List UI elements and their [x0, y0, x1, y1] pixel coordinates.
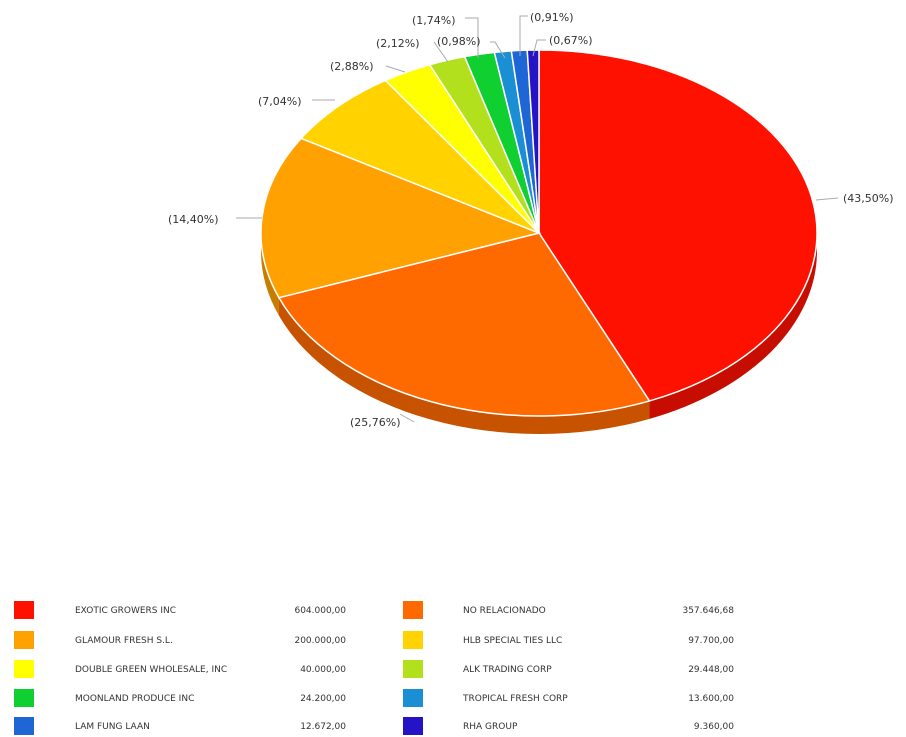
slice-percent-label: (0,67%)	[549, 34, 593, 47]
legend: EXOTIC GROWERS INC 604.000,00 NO RELACIONA…	[0, 596, 906, 736]
legend-label: DOUBLE GREEN WHOLESALE, INC	[75, 665, 228, 675]
legend-label: HLB SPECIAL TIES LLC	[463, 636, 563, 646]
legend-swatch	[14, 660, 34, 678]
legend-value: 357.646,68	[682, 606, 734, 616]
legend-label: ALK TRADING CORP	[463, 665, 552, 675]
leader-line	[532, 39, 546, 57]
legend-swatch	[403, 717, 423, 735]
slice-percent-label: (14,40%)	[168, 213, 219, 226]
pie-slice-side-0	[649, 233, 817, 419]
pie-slice[interactable]	[260, 137, 542, 299]
legend-label: LAM FUNG LAAN	[75, 722, 150, 732]
slice-percent-label: (1,74%)	[412, 14, 456, 27]
leader-line	[385, 65, 406, 73]
legend-value: 12.672,00	[300, 722, 346, 732]
leader-line	[399, 413, 415, 423]
legend-swatch	[403, 631, 423, 649]
legend-swatch	[403, 660, 423, 678]
leader-line	[433, 41, 449, 63]
legend-swatch	[14, 689, 34, 707]
legend-swatch	[14, 631, 34, 649]
leader-line	[465, 17, 479, 58]
legend-value: 9.360,00	[693, 722, 734, 732]
slice-percent-label: (0,91%)	[530, 11, 574, 24]
legend-swatch	[403, 601, 423, 619]
leader-line	[815, 197, 839, 201]
legend-value: 604.000,00	[294, 606, 346, 616]
pie-slice[interactable]	[526, 49, 540, 234]
legend-label: MOONLAND PRODUCE INC	[75, 694, 195, 704]
legend-label: NO RELACIONADO	[463, 606, 546, 616]
legend-label: GLAMOUR FRESH S.L.	[75, 636, 173, 646]
legend-swatch	[403, 689, 423, 707]
legend-value: 97.700,00	[688, 636, 734, 646]
legend-swatch	[14, 717, 34, 735]
slice-percent-label: (43,50%)	[843, 192, 894, 205]
legend-label: TROPICAL FRESH CORP	[463, 694, 568, 704]
pie-slice[interactable]	[277, 232, 651, 417]
leader-line	[490, 41, 506, 59]
pie-chart: (43,50%) (25,76%) (14,40%) (7,04%) (2,88%)(2…	[168, 11, 894, 434]
legend-label: EXOTIC GROWERS INC	[75, 606, 177, 616]
legend-label: RHA GROUP	[463, 722, 518, 732]
legend-swatch	[14, 601, 34, 619]
slice-percent-label: (2,88%)	[330, 60, 374, 73]
pie-slice-side-1	[278, 297, 650, 434]
legend-value: 200.000,00	[294, 636, 346, 646]
pie-slice[interactable]	[538, 49, 818, 402]
legend-value: 29.448,00	[688, 665, 734, 675]
legend-value: 24.200,00	[300, 694, 346, 704]
pie-slice[interactable]	[299, 79, 540, 234]
slice-percent-label: (2,12%)	[376, 37, 420, 50]
legend-value: 40.000,00	[300, 665, 346, 675]
leader-line	[519, 15, 528, 56]
slice-percent-label: (7,04%)	[258, 95, 302, 108]
slice-percent-label: (0,98%)	[437, 35, 481, 48]
pie-slice-side-2	[261, 233, 279, 316]
slice-percent-label: (25,76%)	[350, 416, 401, 429]
legend-value: 13.600,00	[688, 694, 734, 704]
